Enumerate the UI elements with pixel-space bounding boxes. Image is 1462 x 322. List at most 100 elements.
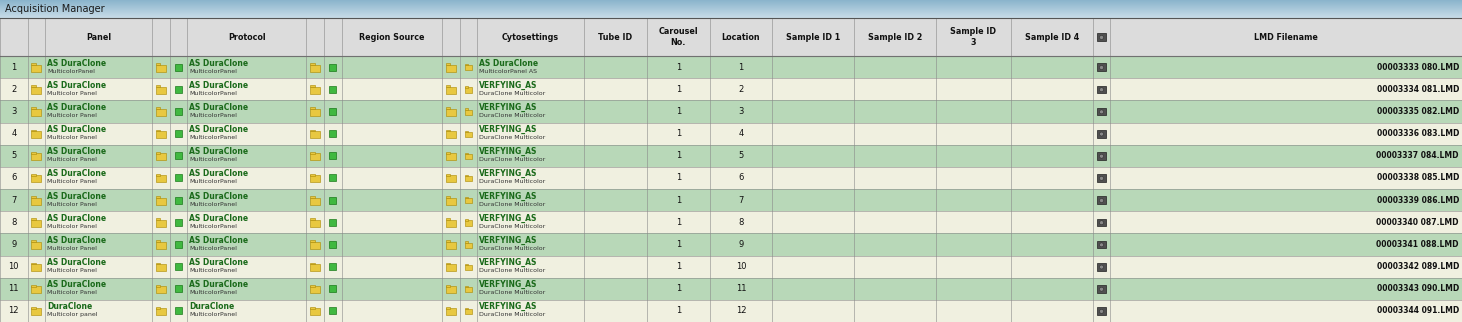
Bar [310,65,320,71]
Text: DuraClone Multicolor: DuraClone Multicolor [480,312,545,317]
Bar [1096,307,1107,315]
Text: Panel: Panel [86,33,111,42]
Bar [31,308,41,316]
Bar [175,241,181,248]
Bar [0,233,1462,255]
Bar [175,130,181,137]
Bar [156,308,165,316]
Bar [156,264,165,271]
Bar [465,65,472,71]
Bar [156,285,161,287]
Bar [465,264,468,265]
Text: AS DuraClone: AS DuraClone [189,169,249,178]
Bar [156,241,161,242]
Bar [446,241,450,242]
Text: AS DuraClone: AS DuraClone [189,59,249,68]
Text: 8: 8 [738,218,744,227]
Bar [156,175,165,183]
Bar [156,262,161,264]
Bar [0,189,1462,211]
Bar [31,175,41,183]
Text: Multicolor Panel: Multicolor Panel [47,135,96,140]
Bar [310,109,320,116]
Bar [31,108,37,109]
Text: 4: 4 [738,129,744,138]
Text: MulticolorPanel: MulticolorPanel [189,312,237,317]
Bar [31,63,37,65]
Text: 00003333 080.LMD: 00003333 080.LMD [1377,62,1459,71]
Bar [310,308,320,316]
Bar [0,78,1462,100]
Text: AS DuraClone: AS DuraClone [47,236,107,245]
Bar [446,218,450,220]
Text: 2: 2 [738,85,744,94]
Text: 1: 1 [675,262,681,271]
Bar [310,262,314,264]
Text: Acquisition Manager: Acquisition Manager [4,4,105,14]
Text: DuraClone: DuraClone [189,302,234,311]
Bar [156,65,165,71]
Bar [310,152,314,154]
Bar [329,86,336,93]
Bar [465,286,468,287]
Bar [156,129,161,131]
Text: AS DuraClone: AS DuraClone [47,258,107,267]
Text: 00003342 089.LMD: 00003342 089.LMD [1377,262,1459,271]
Bar [31,285,37,287]
Text: 1: 1 [675,195,681,204]
Bar [329,197,336,204]
Text: 10: 10 [735,262,746,271]
Text: DuraClone Multicolor: DuraClone Multicolor [480,224,545,229]
Bar [1096,196,1107,204]
Text: 4: 4 [12,129,16,138]
Text: 8: 8 [12,218,16,227]
Bar [465,287,472,292]
Bar [156,242,165,249]
Text: 5: 5 [12,151,16,160]
Bar [465,220,472,226]
Text: 00003338 085.LMD: 00003338 085.LMD [1377,174,1459,183]
Bar [0,255,1462,278]
Text: VERFYING_AS: VERFYING_AS [480,258,538,267]
Text: MulticolorPanel: MulticolorPanel [189,135,237,140]
Bar [0,18,1462,56]
Bar [446,85,450,87]
Text: VERFYING_AS: VERFYING_AS [480,81,538,90]
Bar [446,153,456,160]
Bar [1096,152,1107,160]
Bar [156,307,161,309]
Bar [465,219,468,221]
Text: 1: 1 [675,240,681,249]
Text: DuraClone Multicolor: DuraClone Multicolor [480,246,545,251]
Bar [156,220,165,227]
Text: Sample ID 1: Sample ID 1 [787,33,841,42]
Text: 1: 1 [675,218,681,227]
Bar [310,264,320,271]
Bar [329,285,336,292]
Circle shape [1099,132,1104,136]
Text: 00003339 086.LMD: 00003339 086.LMD [1377,195,1459,204]
Text: DuraClone Multicolor: DuraClone Multicolor [480,202,545,207]
Bar [175,63,181,71]
Circle shape [1099,176,1104,180]
Bar [31,220,41,227]
Circle shape [1099,309,1104,313]
Bar [31,264,41,271]
Text: LMD Filename: LMD Filename [1254,33,1319,42]
Bar [310,241,314,242]
Text: 11: 11 [735,284,746,293]
Bar [175,285,181,292]
Bar [446,286,456,293]
Text: AS DuraClone: AS DuraClone [189,214,249,223]
Bar [175,86,181,93]
Text: 6: 6 [738,174,744,183]
Bar [310,220,320,227]
Bar [310,196,314,198]
Text: AS DuraClone: AS DuraClone [189,125,249,134]
Bar [446,65,456,71]
Text: Multicolor Panel: Multicolor Panel [47,224,96,229]
Bar [31,174,37,176]
Text: AS DuraClone: AS DuraClone [47,192,107,201]
Bar [156,198,165,204]
Text: MulticolorPanel: MulticolorPanel [189,202,237,207]
